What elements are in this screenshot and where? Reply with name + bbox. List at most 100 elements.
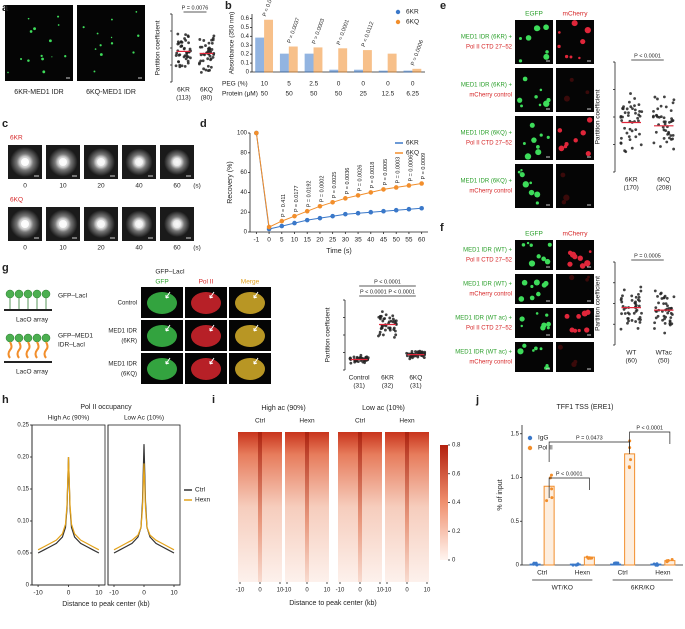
dot bbox=[654, 316, 658, 320]
dot bbox=[380, 324, 384, 328]
row-label: mCherry control bbox=[469, 93, 512, 99]
point bbox=[292, 213, 297, 219]
peg-value: 10 bbox=[261, 81, 269, 88]
point bbox=[304, 217, 310, 223]
protein-value: 50 bbox=[310, 91, 318, 98]
lacI-protein bbox=[32, 333, 42, 343]
point bbox=[317, 203, 323, 209]
micrograph-spot bbox=[533, 25, 541, 32]
protein-value: 50 bbox=[285, 91, 293, 98]
point bbox=[330, 213, 335, 219]
time-label: 40 bbox=[135, 245, 143, 252]
micrograph-spot bbox=[569, 77, 574, 82]
y-tick-label: 1.0 bbox=[511, 475, 520, 481]
x-tick-label: 20 bbox=[316, 237, 324, 244]
dot bbox=[656, 295, 659, 298]
micrograph-spot bbox=[531, 137, 537, 143]
y-axis-label: Partition coefficient bbox=[595, 89, 602, 144]
p-value: P = 0.0006 bbox=[410, 39, 425, 66]
dot bbox=[662, 296, 666, 300]
p-value: P = 0.0003 bbox=[311, 18, 326, 45]
dot bbox=[659, 104, 663, 108]
micrograph-spot bbox=[524, 153, 532, 160]
legend-swatch bbox=[527, 445, 533, 451]
bracket bbox=[629, 431, 671, 452]
dot bbox=[381, 319, 385, 323]
heatmap-peak bbox=[405, 432, 409, 582]
micrograph-spot bbox=[584, 260, 591, 267]
bracket bbox=[548, 477, 590, 498]
replicate-dot bbox=[576, 562, 580, 566]
channel-header: mCherry bbox=[563, 231, 589, 238]
dot bbox=[662, 136, 666, 140]
micrograph-spot bbox=[534, 346, 538, 351]
micrograph-spot bbox=[585, 277, 589, 282]
x-tick-label: 0 bbox=[358, 588, 362, 594]
dot bbox=[176, 40, 180, 44]
replicate-dot bbox=[627, 466, 631, 470]
micrograph bbox=[556, 20, 594, 64]
micrograph-spot bbox=[529, 122, 535, 128]
micrograph-spot bbox=[577, 255, 583, 261]
micrograph-spot bbox=[547, 366, 550, 370]
dot bbox=[657, 115, 661, 119]
replicate-dot bbox=[549, 473, 553, 477]
row-label: Pol II CTD 27–52 bbox=[466, 258, 513, 264]
micrograph-spot bbox=[543, 53, 550, 60]
bar bbox=[403, 70, 413, 73]
point bbox=[266, 224, 272, 230]
micrograph-spot bbox=[578, 56, 581, 60]
dot bbox=[186, 59, 190, 63]
x-axis-label: Distance to peak center (kb) bbox=[62, 601, 150, 608]
panel-letter: c bbox=[2, 118, 8, 130]
micrograph-spot bbox=[546, 98, 551, 103]
protein-value: 25 bbox=[360, 91, 368, 98]
x-tick-label: 0 bbox=[258, 588, 262, 594]
p-value: P = 0.0177 bbox=[294, 185, 300, 212]
idr-tail bbox=[25, 341, 31, 359]
x-tick-label: 0 bbox=[405, 588, 409, 594]
panel-letter: g bbox=[2, 262, 9, 274]
dot bbox=[378, 314, 382, 318]
micrograph bbox=[556, 164, 594, 208]
bar bbox=[338, 48, 348, 73]
row-label: MED1 IDR bbox=[108, 362, 137, 368]
count-label: (31) bbox=[410, 383, 422, 390]
idr-tail bbox=[16, 341, 22, 359]
dot bbox=[620, 297, 623, 300]
micrograph-spot bbox=[535, 201, 539, 205]
p-value: P = 0.0025 bbox=[332, 172, 338, 199]
dot bbox=[654, 306, 658, 310]
point bbox=[279, 223, 285, 229]
y-tick-label: 0 bbox=[26, 583, 30, 589]
dot bbox=[661, 318, 664, 322]
dot bbox=[180, 64, 184, 68]
x-tick-label: Control bbox=[349, 375, 371, 382]
time-label: 40 bbox=[135, 183, 143, 190]
dot bbox=[638, 114, 642, 118]
x-tick-label: 6KQ bbox=[657, 177, 670, 184]
nucleus bbox=[235, 325, 265, 347]
micrograph-spot bbox=[522, 343, 527, 348]
dot bbox=[634, 295, 638, 299]
p-value: P = 0.0037 bbox=[287, 17, 302, 44]
bar bbox=[378, 70, 388, 73]
dot bbox=[381, 333, 385, 337]
micrograph-spot bbox=[576, 314, 581, 319]
replicate-dot bbox=[550, 496, 554, 500]
group-label: WT/KO bbox=[552, 585, 573, 592]
micrograph-spot bbox=[528, 189, 535, 196]
micrograph-spot bbox=[535, 149, 542, 156]
y-tick-label: 0.05 bbox=[17, 551, 29, 557]
legend-label: Hexn bbox=[195, 497, 211, 504]
bleach-spot bbox=[135, 220, 143, 228]
dot bbox=[380, 326, 384, 330]
dot bbox=[653, 289, 657, 293]
dot bbox=[206, 57, 210, 61]
dot bbox=[670, 306, 673, 310]
dot bbox=[672, 98, 676, 102]
column-label: Ctrl bbox=[355, 418, 366, 425]
micrograph-spot bbox=[535, 312, 539, 315]
x-tick-label: -10 bbox=[33, 590, 43, 597]
dot bbox=[634, 111, 637, 115]
